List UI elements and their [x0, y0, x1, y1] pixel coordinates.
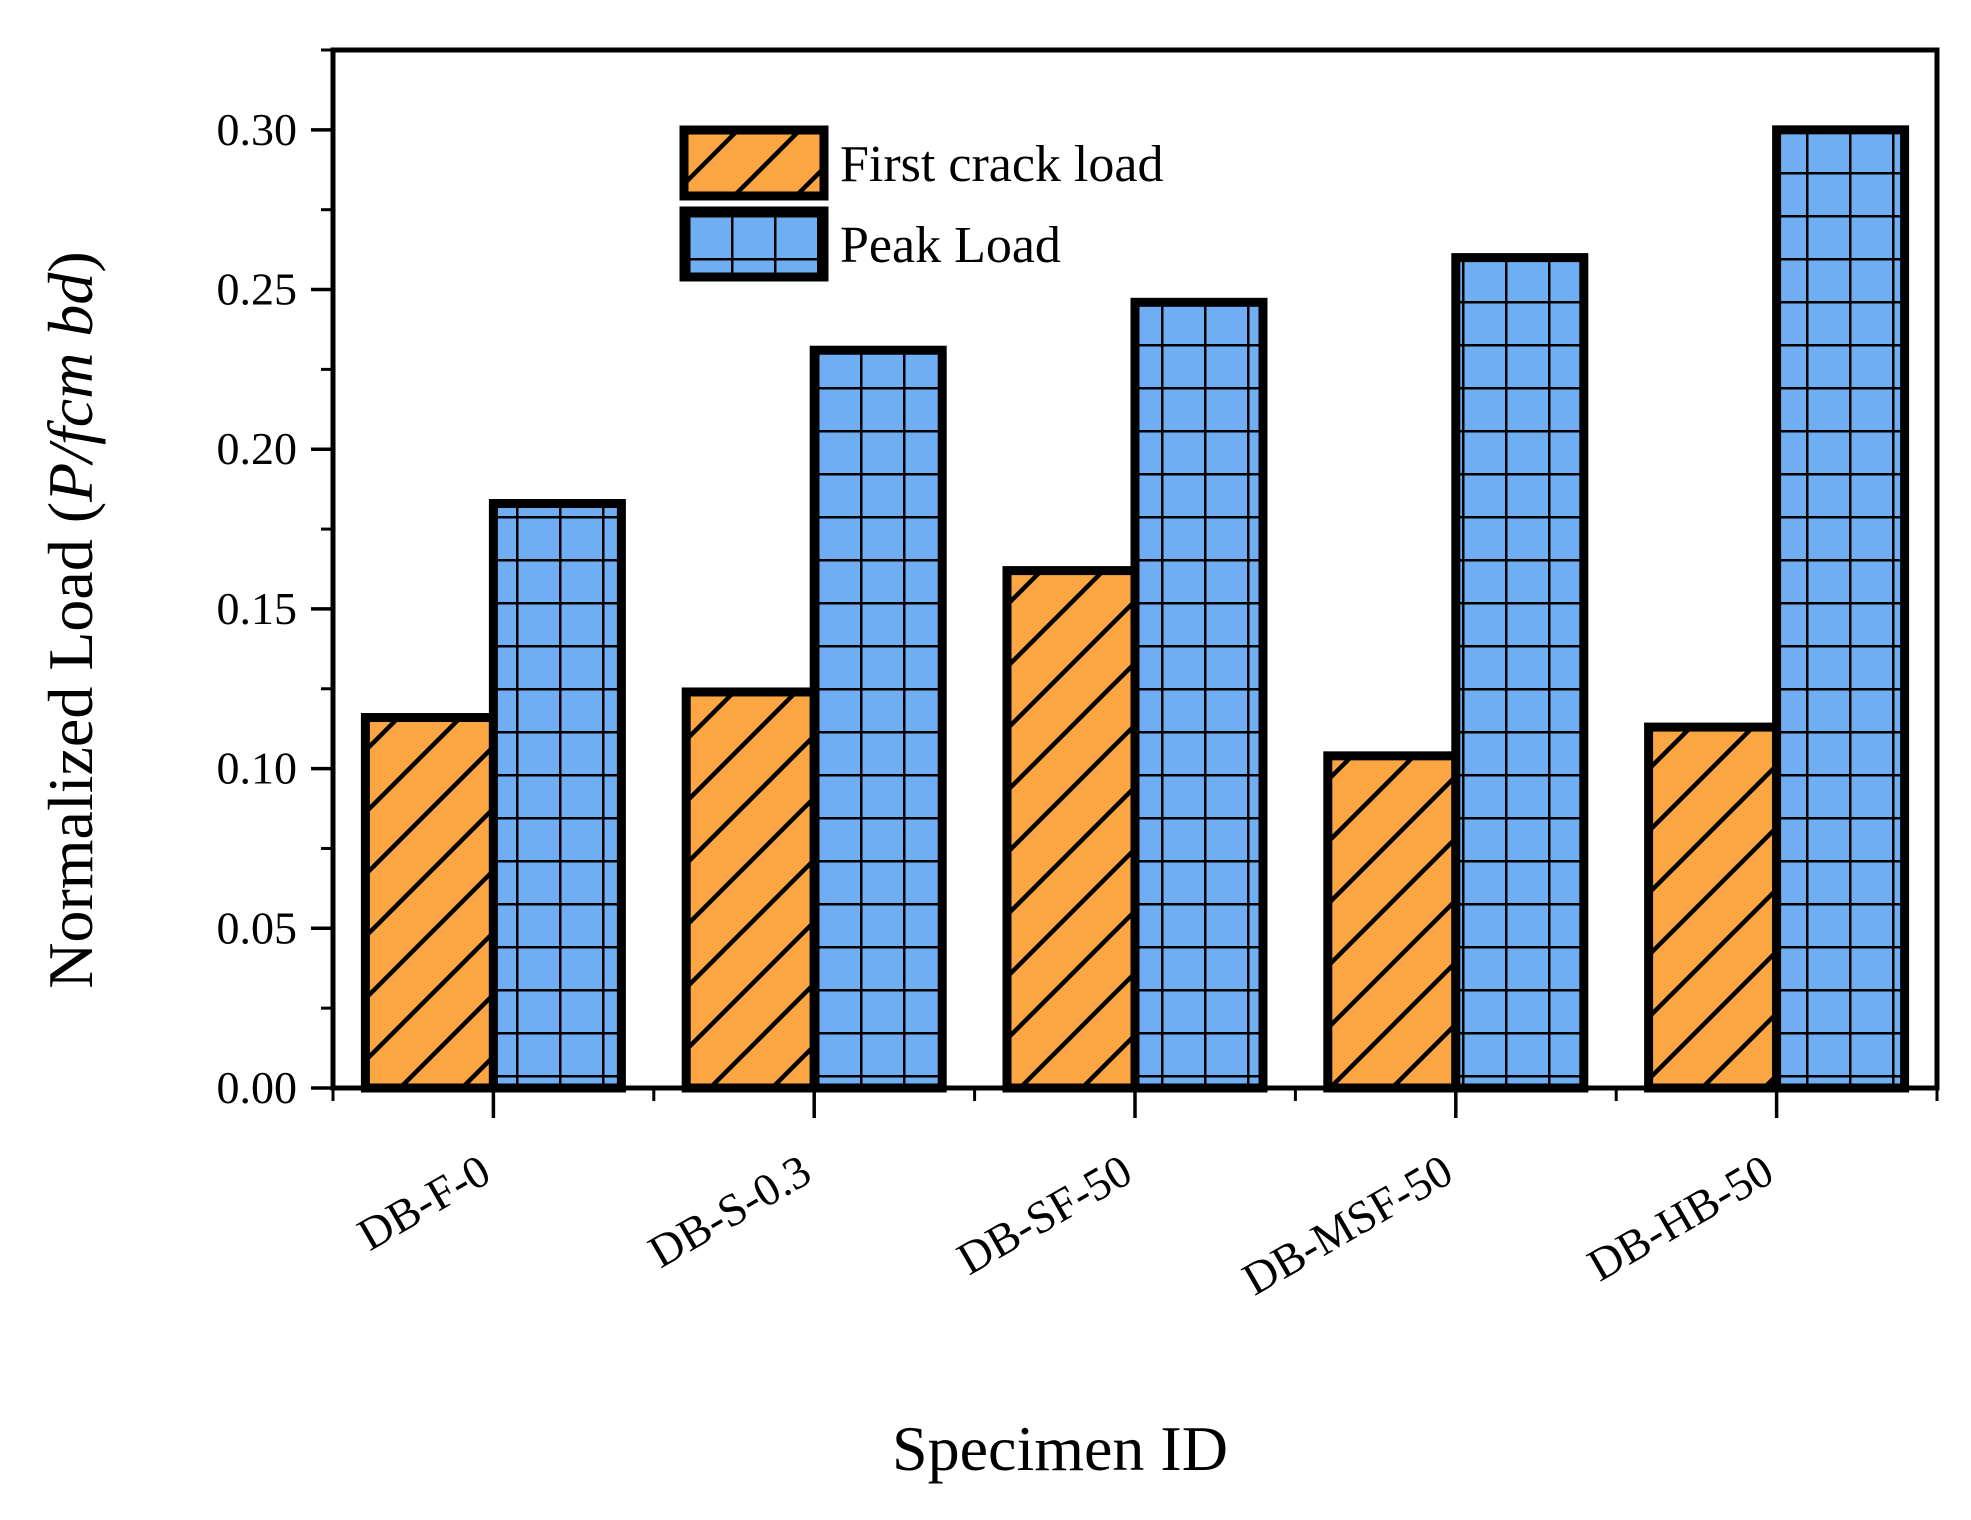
bar-first-crack-db-s-0-3	[681, 687, 819, 1093]
legend-label: Peak Load	[840, 217, 1061, 274]
y-axis-title-suffix: )	[35, 251, 106, 272]
y-tick-label: 0.10	[217, 743, 298, 794]
y-tick-label: 0.25	[217, 264, 298, 315]
y-tick-label: 0.05	[217, 902, 298, 953]
bar-peak-db-sf-50	[1130, 297, 1268, 1093]
y-tick-label: 0.15	[217, 583, 298, 634]
x-category-label: DB-S-0.3	[640, 1144, 819, 1277]
y-tick-label: 0.00	[217, 1062, 298, 1113]
bar-pattern	[1776, 129, 1905, 1088]
x-category-label: DB-HB-50	[1579, 1144, 1782, 1290]
legend-item-peak-load: Peak Load	[679, 206, 1061, 282]
bar-peak-db-f-0	[488, 499, 626, 1093]
bar-pattern	[1455, 257, 1584, 1089]
y-axis-title-prefix: Normalized Load (	[35, 502, 106, 989]
bar-pattern	[1327, 755, 1456, 1088]
bar-first-crack-db-sf-50	[1002, 566, 1140, 1093]
bar-pattern	[686, 691, 815, 1088]
bar-first-crack-db-msf-50	[1323, 751, 1461, 1093]
bar-first-crack-db-hb-50	[1644, 722, 1782, 1093]
bar-pattern	[493, 503, 622, 1089]
legend-swatch-pattern	[684, 130, 824, 196]
bar-pattern	[1007, 570, 1135, 1088]
legend: First crack load Peak Load	[679, 125, 1163, 282]
bar-pattern	[365, 717, 494, 1088]
legend-swatch-pattern	[684, 211, 824, 277]
bar-peak-db-hb-50	[1772, 125, 1910, 1093]
bar-peak-db-s-0-3	[809, 345, 947, 1093]
y-tick-label: 0.20	[217, 423, 298, 474]
plot-area: 0.00 0.05 0.10 0.15 0.20 0.25 0.30 DB-F-0 DB-S-0…	[217, 47, 1940, 1305]
bar-pattern	[1135, 302, 1263, 1088]
y-tick-label: 0.30	[217, 104, 298, 155]
bar-peak-db-msf-50	[1451, 253, 1589, 1093]
bar-first-crack-db-f-0	[360, 713, 498, 1093]
y-axis-title: Normalized Load (P/fcm bd)	[35, 251, 106, 989]
y-axis-title-italic: P/fcm bd	[35, 272, 106, 503]
bar-pattern	[814, 350, 943, 1088]
legend-label: First crack load	[840, 136, 1163, 193]
x-axis-title: Specimen ID	[892, 1413, 1228, 1484]
x-category-label: DB-MSF-50	[1234, 1144, 1461, 1304]
x-category-label: DB-SF-50	[948, 1144, 1140, 1284]
legend-swatch-outline	[679, 206, 829, 282]
legend-swatch-outline	[679, 125, 829, 201]
bar-pattern	[1648, 727, 1777, 1088]
x-category-label: DB-F-0	[349, 1144, 498, 1260]
legend-item-first-crack-load: First crack load	[679, 125, 1163, 201]
